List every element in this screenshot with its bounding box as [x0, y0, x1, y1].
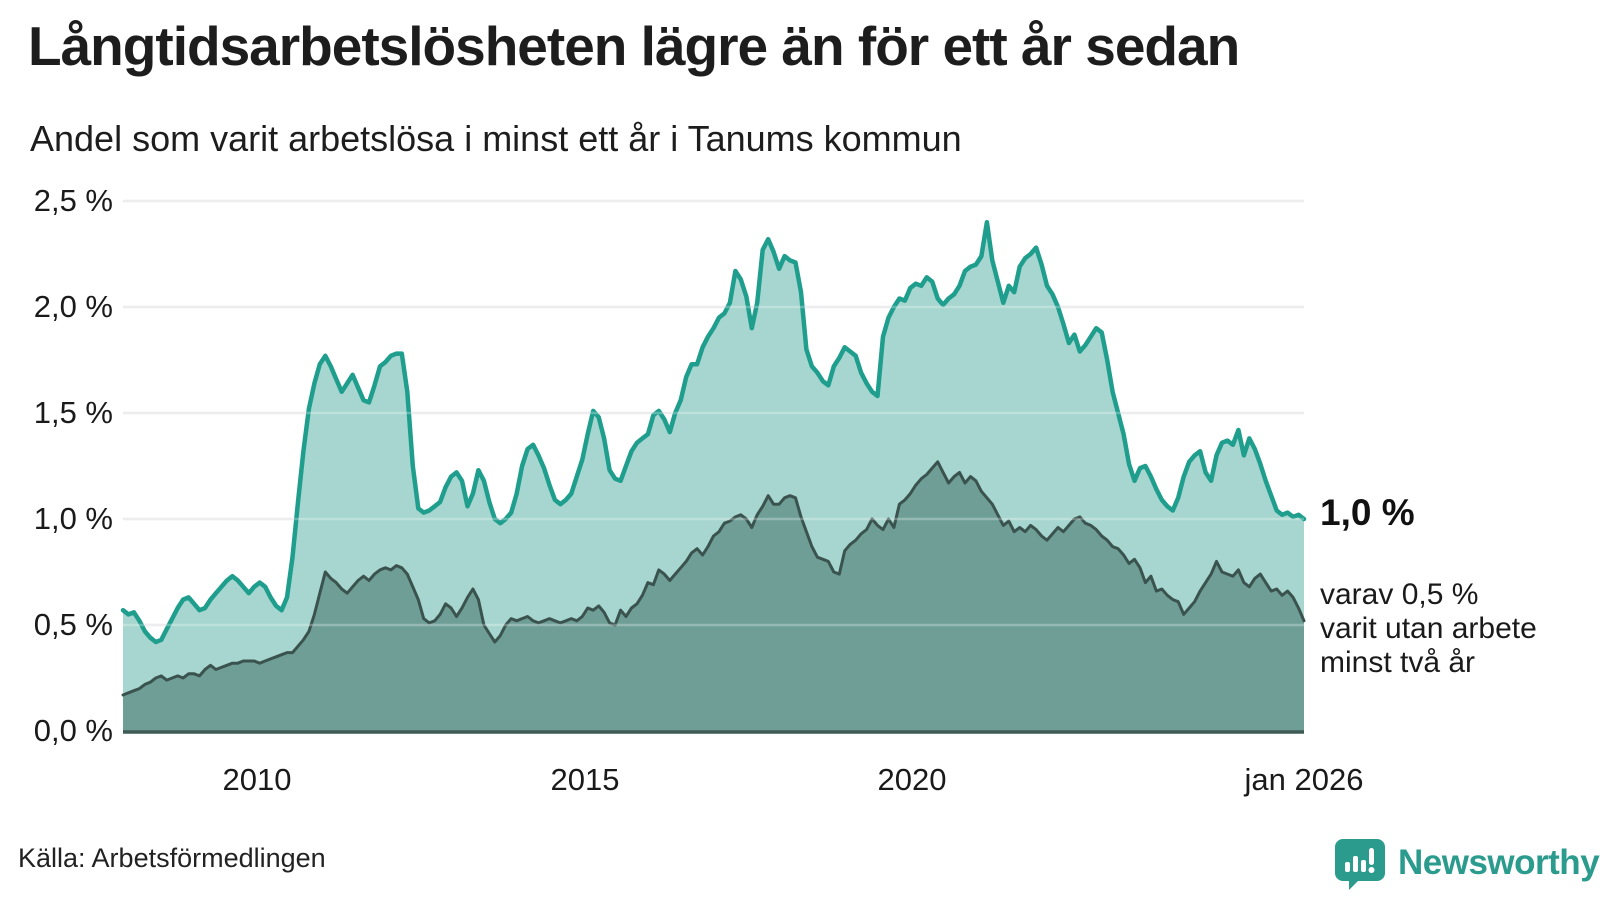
- y-tick-label: 2,0 %: [33, 289, 113, 324]
- x-tick-label: jan 2026: [1244, 762, 1364, 797]
- latest-value-label: 1,0 %: [1320, 492, 1415, 533]
- x-tick-label: 2010: [222, 762, 292, 797]
- y-tick-label: 0,5 %: [33, 607, 113, 642]
- annotation-line: varit utan arbete: [1320, 612, 1537, 645]
- y-tick-label: 2,5 %: [33, 183, 113, 218]
- bar-chart-speech-bubble-icon: [1335, 839, 1385, 890]
- y-tick-label: 1,5 %: [33, 395, 113, 430]
- brand-name: Newsworthy: [1398, 843, 1600, 882]
- secondary-series-annotation: varav 0,5 % varit utan arbete minst två …: [1320, 578, 1537, 680]
- y-tick-label: 0,0 %: [33, 713, 113, 748]
- x-tick-label: 2020: [877, 762, 947, 797]
- page-title: Långtidsarbetslösheten lägre än för ett …: [28, 15, 1240, 77]
- newsworthy-branding: Newsworthy: [1332, 836, 1600, 890]
- chart-subtitle: Andel som varit arbetslösa i minst ett å…: [30, 118, 962, 159]
- annotation-line: minst två år: [1320, 646, 1476, 679]
- y-tick-label: 1,0 %: [33, 501, 113, 536]
- source-attribution: Källa: Arbetsförmedlingen: [18, 843, 326, 873]
- annotation-line: varav 0,5 %: [1320, 578, 1479, 611]
- x-tick-label: 2015: [550, 762, 620, 797]
